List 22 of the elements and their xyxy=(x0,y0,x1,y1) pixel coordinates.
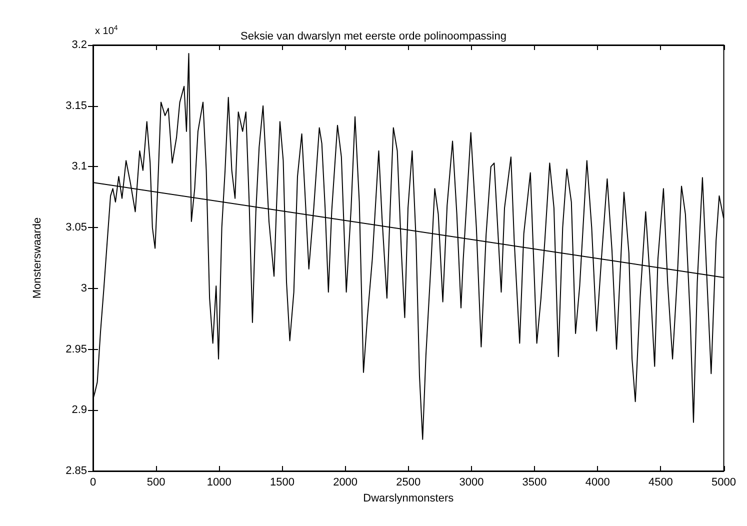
x-tick-label: 500 xyxy=(146,476,166,488)
chart-title: Seksie van dwarslyn met eerste orde polinoompassing xyxy=(240,30,506,42)
y-tick-label: 3.2 xyxy=(72,39,87,51)
x-tick-label: 2000 xyxy=(333,476,358,488)
x-tick-label: 5000 xyxy=(712,476,736,488)
x-axis-title: Dwarslynmonsters xyxy=(363,492,454,504)
x-tick-label: 3000 xyxy=(459,476,484,488)
y-tick-label: 3.1 xyxy=(72,160,87,173)
x-tick-label: 1500 xyxy=(270,476,294,488)
x-tick-label: 3500 xyxy=(522,476,547,488)
x-tick-label: 4500 xyxy=(648,476,673,488)
y-tick-label: 2.9 xyxy=(72,404,87,416)
x-tick-label: 1000 xyxy=(206,476,232,488)
y-tick-label: 2.85 xyxy=(66,465,87,477)
y-tick-label: 3 xyxy=(80,282,87,294)
x-tick-label: 2500 xyxy=(396,476,421,488)
x-tick-label: 0 xyxy=(90,476,96,488)
y-axis-title: Monsterswaarde xyxy=(32,217,44,299)
y-tick-label: 2.95 xyxy=(66,343,87,356)
x-tick-label: 4000 xyxy=(585,476,610,488)
y-tick-label: 3.05 xyxy=(66,222,87,234)
y-tick-label: 3.15 xyxy=(66,100,87,112)
